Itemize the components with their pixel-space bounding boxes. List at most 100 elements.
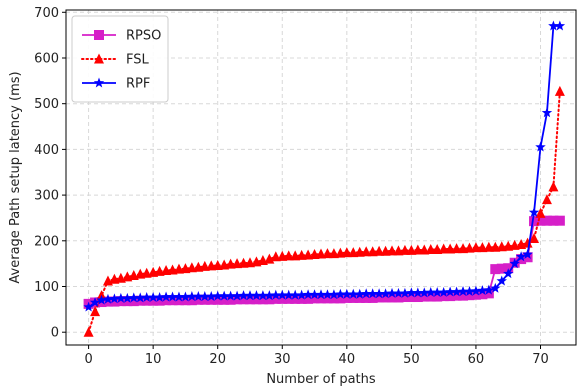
x-tick-label: 40	[339, 352, 356, 367]
data-point-rpf	[496, 275, 507, 286]
gridlines	[66, 10, 576, 345]
data-point-rpf	[264, 290, 275, 301]
data-point-rpf	[509, 258, 520, 269]
y-tick-label: 300	[34, 189, 59, 204]
data-point-rpf	[283, 289, 294, 300]
series-layer	[83, 20, 566, 337]
data-point-rpf	[483, 284, 495, 295]
data-point-rpf	[335, 288, 346, 299]
data-point-fsl	[387, 245, 398, 256]
data-point-rpso	[432, 291, 443, 302]
data-point-rpso	[309, 293, 320, 304]
data-point-fsl	[399, 244, 410, 255]
data-point-rpf	[167, 291, 178, 302]
data-point-fsl	[341, 247, 352, 258]
data-point-fsl	[83, 326, 94, 337]
y-tick-label: 600	[34, 51, 59, 66]
legend-swatch-marker-rpf	[93, 77, 105, 88]
data-point-rpf	[302, 289, 314, 300]
data-point-rpf	[328, 289, 340, 300]
data-point-rpf	[399, 287, 411, 298]
data-point-rpf	[373, 288, 385, 299]
legend-swatch-marker-rpso	[94, 30, 104, 40]
data-point-rpso	[548, 215, 559, 226]
legend-swatch-marker-fsl	[94, 53, 104, 64]
data-point-rpf	[296, 289, 307, 300]
data-point-rpf	[206, 291, 217, 301]
x-tick-label: 10	[145, 352, 162, 367]
data-point-rpso	[251, 294, 262, 305]
legend-label-rpf: RPF	[126, 77, 150, 92]
x-tick-label: 70	[532, 352, 549, 367]
data-point-rpso	[238, 294, 249, 305]
data-point-rpso	[109, 296, 120, 307]
data-point-rpso	[264, 294, 275, 305]
data-point-rpso	[535, 215, 546, 226]
data-point-rpf	[160, 291, 172, 302]
data-point-rpf	[502, 268, 514, 279]
data-point-rpf	[522, 249, 533, 259]
data-point-fsl	[425, 243, 436, 254]
data-point-fsl	[483, 241, 494, 252]
data-point-rpf	[83, 301, 94, 312]
data-point-fsl	[554, 85, 565, 96]
data-point-fsl	[541, 194, 552, 205]
data-point-rpf	[238, 290, 249, 301]
data-point-rpf	[147, 291, 159, 302]
data-point-rpf	[477, 285, 488, 296]
data-point-fsl	[374, 245, 385, 256]
data-point-fsl	[361, 246, 372, 257]
y-tick-label: 0	[51, 326, 59, 341]
data-point-rpso	[354, 292, 365, 303]
data-point-rpf	[451, 286, 462, 297]
data-point-rpf	[490, 282, 501, 293]
x-tick-label: 0	[84, 352, 92, 367]
data-point-rpso	[290, 293, 301, 304]
data-point-rpf	[218, 290, 230, 301]
data-point-rpf	[257, 290, 269, 301]
data-point-rpso	[303, 293, 314, 304]
y-tick-label: 700	[34, 6, 59, 21]
y-tick-label: 400	[34, 143, 59, 158]
data-point-rpso	[225, 294, 236, 305]
data-point-rpf	[89, 297, 101, 307]
data-point-rpso	[445, 291, 456, 302]
data-point-rpso	[328, 293, 339, 304]
data-point-rpso	[335, 293, 346, 304]
data-point-rpso	[483, 288, 494, 299]
data-point-rpf	[122, 292, 133, 303]
data-point-rpso	[206, 294, 217, 305]
data-point-fsl	[90, 306, 101, 317]
data-point-rpf	[115, 292, 127, 303]
data-point-rpf	[322, 289, 333, 300]
data-point-rpso	[541, 215, 552, 226]
data-point-rpf	[277, 289, 288, 300]
data-point-rpso	[341, 292, 352, 303]
data-point-rpf	[315, 289, 327, 300]
data-point-rpf	[251, 290, 262, 301]
data-point-fsl	[535, 207, 546, 218]
data-point-rpf	[231, 290, 243, 301]
data-point-rpso	[554, 215, 565, 226]
data-point-rpso	[154, 295, 165, 306]
data-point-rpso	[419, 291, 430, 302]
data-point-rpf	[354, 288, 365, 299]
data-point-rpf	[128, 292, 140, 303]
data-point-fsl	[412, 244, 423, 255]
y-tick-label: 500	[34, 97, 59, 112]
data-point-rpf	[360, 288, 372, 299]
data-point-rpso	[219, 294, 230, 305]
data-point-rpf	[386, 287, 398, 298]
data-point-rpf	[528, 206, 540, 217]
x-tick-label: 20	[209, 352, 226, 367]
data-point-rpso	[199, 294, 210, 305]
data-point-rpso	[425, 291, 436, 302]
data-point-rpso	[361, 292, 372, 303]
data-point-rpso	[496, 263, 507, 274]
data-point-rpf	[380, 288, 391, 299]
data-point-rpf	[444, 286, 456, 297]
data-point-rpf	[419, 287, 430, 298]
data-point-fsl	[470, 242, 481, 253]
x-tick-label: 50	[403, 352, 420, 367]
